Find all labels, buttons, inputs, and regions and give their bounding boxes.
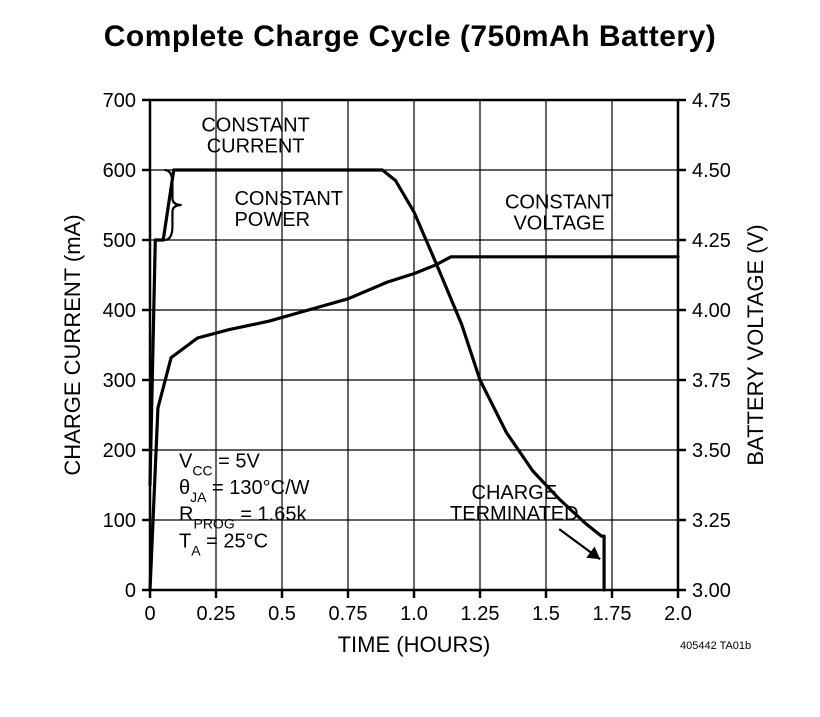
chart-figure: Complete Charge Cycle (750mAh Battery) 0… [0,0,820,717]
yr-tick-label: 4.50 [692,160,731,182]
yl-tick-label: 0 [125,580,136,602]
x-tick-label: 1.5 [532,603,560,625]
yr-tick-label: 3.25 [692,510,731,532]
x-tick-label: 0.75 [329,603,368,625]
x-tick-label: 0 [144,603,155,625]
x-tick-label: 1.75 [593,603,632,625]
yl-tick-label: 500 [103,230,136,252]
x-axis-label: TIME (HOURS) [338,632,491,657]
x-tick-label: 2.0 [664,603,692,625]
chart-svg: 0 0.25 0.5 0.75 1.0 1.25 1.5 1.75 2.0 0 100 200 300 4… [0,0,820,717]
yl-tick-label: 400 [103,300,136,322]
annotation-constant-current: CONSTANTCURRENT [201,115,310,158]
yr-tick-label: 3.50 [692,440,731,462]
yl-tick-label: 600 [103,160,136,182]
yr-tick-label: 4.25 [692,230,731,252]
yl-axis-label: CHARGE CURRENT (mA) [60,214,85,475]
yl-tick-label: 100 [103,510,136,532]
yl-tick-label: 700 [103,90,136,112]
yr-tick-label: 4.75 [692,90,731,112]
yl-tick-label: 200 [103,440,136,462]
yr-tick-label: 4.00 [692,300,731,322]
yr-tick-label: 3.00 [692,580,731,602]
x-tick-label: 1.0 [400,603,428,625]
x-tick-label: 0.5 [268,603,296,625]
yr-tick-label: 3.75 [692,370,731,392]
yl-tick-label: 300 [103,370,136,392]
yr-axis-label: BATTERY VOLTAGE (V) [743,224,768,465]
figure-code: 405442 TA01b [680,640,751,652]
annotation-constant-voltage: CONSTANTVOLTAGE [505,192,614,235]
x-tick-label: 1.25 [461,603,500,625]
x-tick-label: 0.25 [197,603,236,625]
